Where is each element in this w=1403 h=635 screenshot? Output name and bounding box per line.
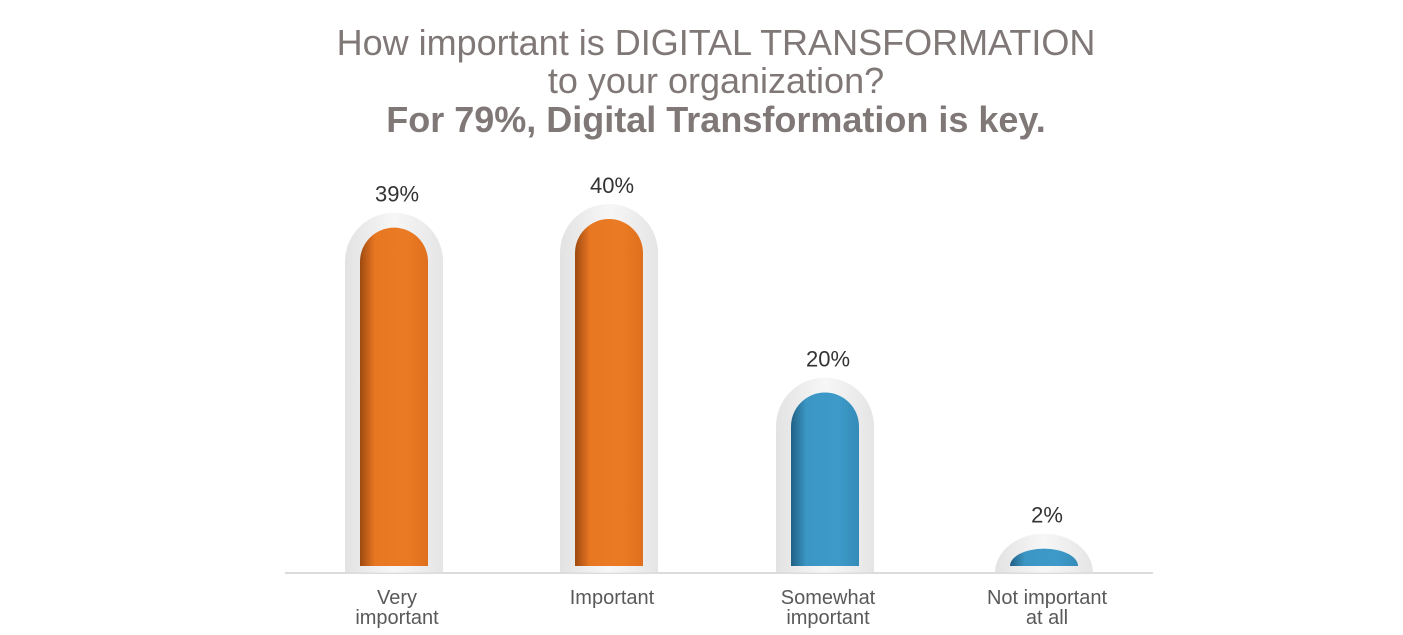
value-label: 39% — [375, 182, 419, 207]
category-label: Important — [570, 587, 655, 609]
bar — [791, 392, 859, 566]
bar — [360, 227, 428, 566]
chart-title-block: How important is DIGITAL TRANSFORMATION … — [0, 24, 1403, 140]
chart-title-line-1: How important is DIGITAL TRANSFORMATION — [336, 22, 1096, 63]
chart-headline: For 79%, Digital Transformation is key. — [386, 99, 1046, 140]
category-label: important — [786, 607, 870, 629]
value-label: 40% — [590, 173, 634, 198]
bar — [1010, 548, 1078, 566]
category-label: Very — [377, 587, 417, 609]
category-label: at all — [1026, 607, 1068, 629]
category-label: Not important — [987, 587, 1107, 609]
value-label: 2% — [1031, 503, 1063, 528]
bar — [575, 219, 643, 566]
category-label: important — [355, 607, 439, 629]
category-label: Somewhat — [781, 587, 876, 609]
chart-title-line-2: to your organization? — [547, 60, 885, 101]
value-label: 20% — [806, 347, 850, 372]
